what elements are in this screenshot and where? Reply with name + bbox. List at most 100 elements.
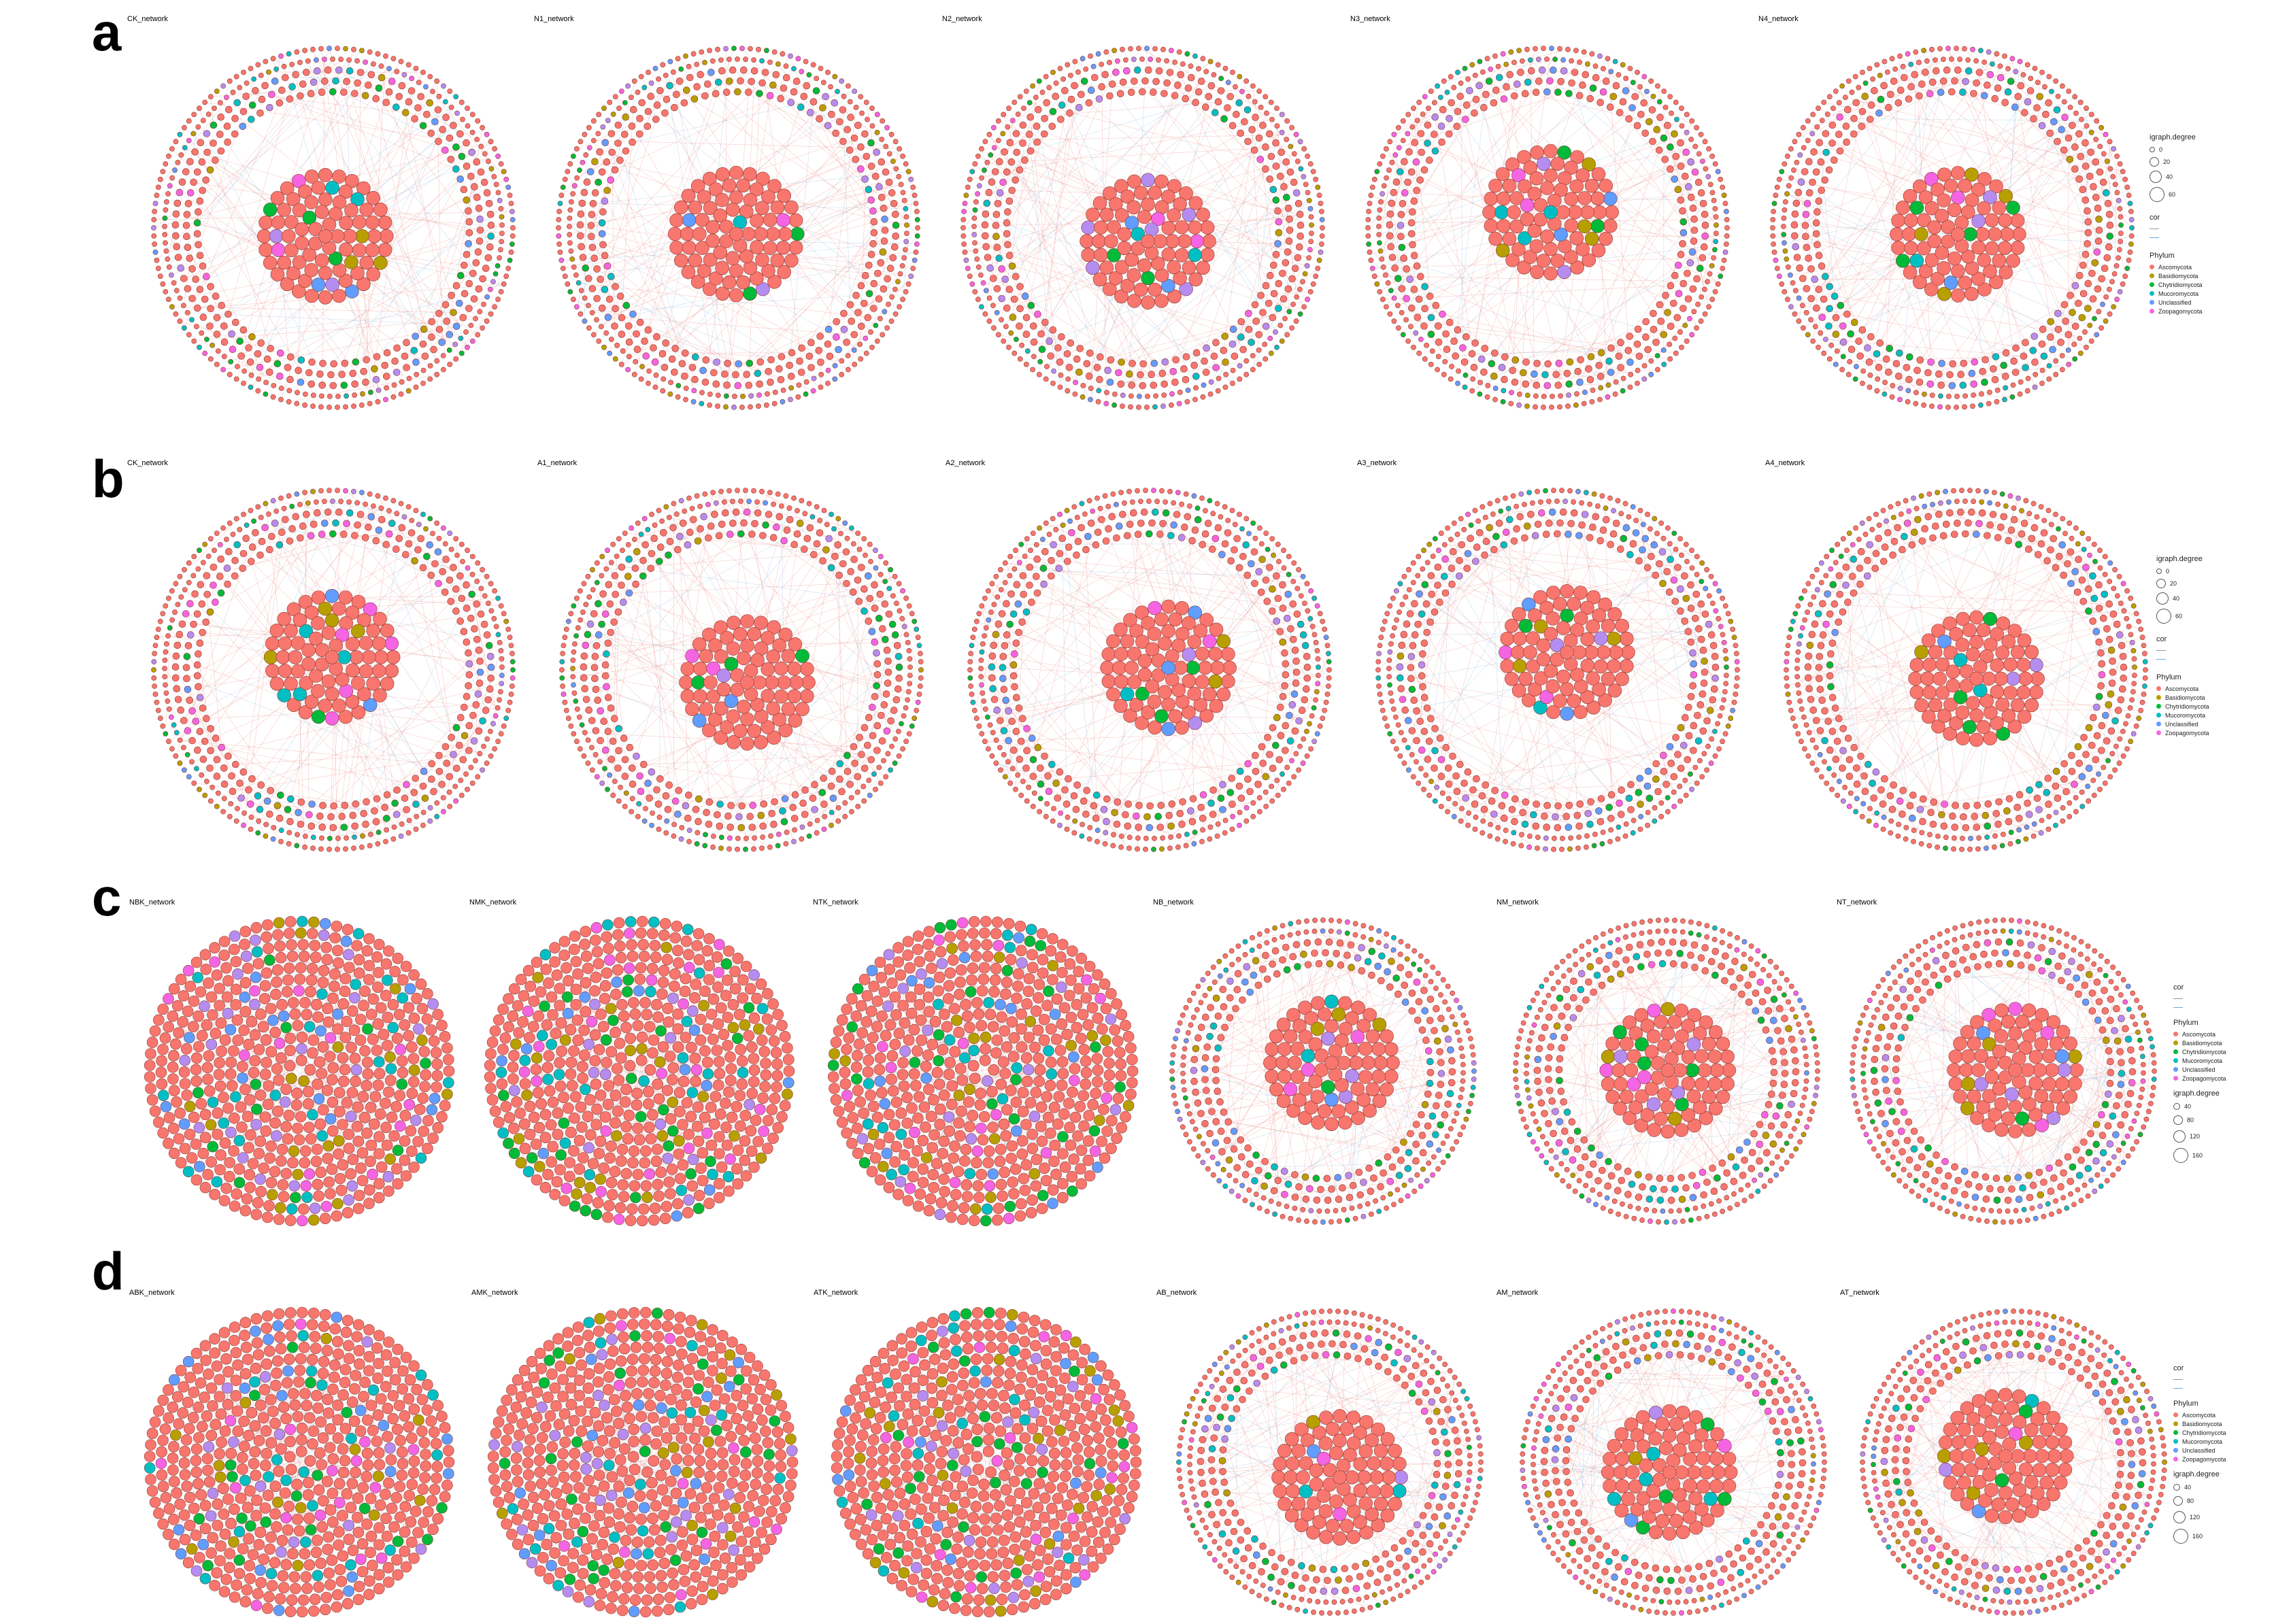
network-node xyxy=(212,157,218,164)
network-node xyxy=(846,147,853,154)
network-node xyxy=(1365,225,1370,230)
network-node xyxy=(1590,85,1596,92)
network-node xyxy=(1141,235,1155,248)
network-node xyxy=(1560,67,1567,74)
network-node xyxy=(1981,379,1988,386)
network-node xyxy=(1723,201,1728,206)
network-node xyxy=(1012,100,1017,105)
network-node xyxy=(310,846,315,851)
network-node xyxy=(442,301,449,308)
network-node xyxy=(475,775,480,779)
network-node xyxy=(1557,405,1562,409)
network-node xyxy=(1984,82,1990,88)
network-node xyxy=(299,81,306,88)
network-node xyxy=(571,154,575,158)
network-node xyxy=(1014,337,1018,341)
network-node xyxy=(985,160,990,165)
network-node xyxy=(615,343,620,348)
network-node xyxy=(249,815,254,819)
network-node xyxy=(420,512,425,517)
network-node xyxy=(357,511,364,518)
network-node xyxy=(776,832,781,836)
network-node xyxy=(429,760,435,767)
network-edge xyxy=(1784,172,2100,243)
network-node xyxy=(569,724,573,728)
network-node xyxy=(351,624,365,638)
network-node xyxy=(399,834,403,839)
network-node xyxy=(2018,379,2023,384)
network-node xyxy=(868,330,873,335)
network-node xyxy=(983,311,988,316)
network-node xyxy=(1528,58,1533,63)
network-node xyxy=(1631,80,1635,85)
network-node xyxy=(891,243,898,250)
network-node xyxy=(1390,160,1394,165)
network-node xyxy=(1058,333,1065,340)
network-node xyxy=(172,664,179,671)
network-node xyxy=(1713,222,1718,227)
network-node xyxy=(278,397,283,402)
network-node xyxy=(1675,262,1682,269)
network-edge xyxy=(1011,146,1290,162)
network-node xyxy=(473,701,480,708)
network-node xyxy=(2041,353,2047,360)
network-node xyxy=(1545,360,1552,367)
network-node xyxy=(1771,233,1775,238)
network-node xyxy=(1160,90,1167,97)
network-node xyxy=(156,708,161,713)
network-node xyxy=(1182,95,1189,102)
network-node xyxy=(1406,339,1411,343)
network-node xyxy=(880,137,884,141)
network-node xyxy=(1544,205,1558,219)
network-node xyxy=(1401,333,1405,337)
network-node xyxy=(459,100,464,105)
network-node xyxy=(1401,158,1407,165)
network-node xyxy=(2105,200,2111,207)
network-node xyxy=(1694,125,1699,130)
network-node xyxy=(682,509,687,513)
network-node xyxy=(1556,205,1570,219)
network-node xyxy=(365,524,371,530)
network-node xyxy=(843,814,848,819)
network-node xyxy=(325,613,339,627)
network-node xyxy=(2072,342,2077,347)
network-node xyxy=(248,333,255,340)
network-node xyxy=(1386,233,1393,239)
network-node xyxy=(484,190,490,197)
network-node xyxy=(853,292,860,299)
network-node xyxy=(1875,377,1880,382)
network-node xyxy=(1280,184,1287,190)
network-node xyxy=(1141,198,1155,212)
network-node xyxy=(682,265,695,279)
network-node xyxy=(1621,376,1626,381)
network-node xyxy=(607,773,612,777)
network-node xyxy=(1509,390,1514,395)
network-node xyxy=(2054,138,2061,145)
network-node xyxy=(376,830,381,834)
network-node xyxy=(286,494,291,498)
network-node xyxy=(207,167,214,173)
network-node xyxy=(2000,227,2013,241)
network-node xyxy=(788,373,795,379)
network-node xyxy=(914,209,919,214)
network-node xyxy=(454,95,458,99)
network-node xyxy=(1533,405,1537,409)
network-node xyxy=(2090,296,2096,303)
network-node xyxy=(1635,70,1639,75)
network-node xyxy=(1684,112,1689,117)
network-node xyxy=(918,651,922,656)
network-node xyxy=(326,181,339,194)
network-node xyxy=(996,158,1003,165)
network-node xyxy=(803,82,810,89)
network-node xyxy=(873,323,878,328)
network-node xyxy=(1239,89,1244,94)
network-node xyxy=(1205,93,1212,100)
network-node xyxy=(324,509,331,515)
network-node xyxy=(663,73,668,78)
network-node xyxy=(488,233,495,239)
network-node xyxy=(1530,171,1543,185)
network-node xyxy=(1431,131,1437,138)
network-node xyxy=(382,362,388,369)
network-node xyxy=(509,692,514,696)
network-node xyxy=(1720,185,1725,190)
